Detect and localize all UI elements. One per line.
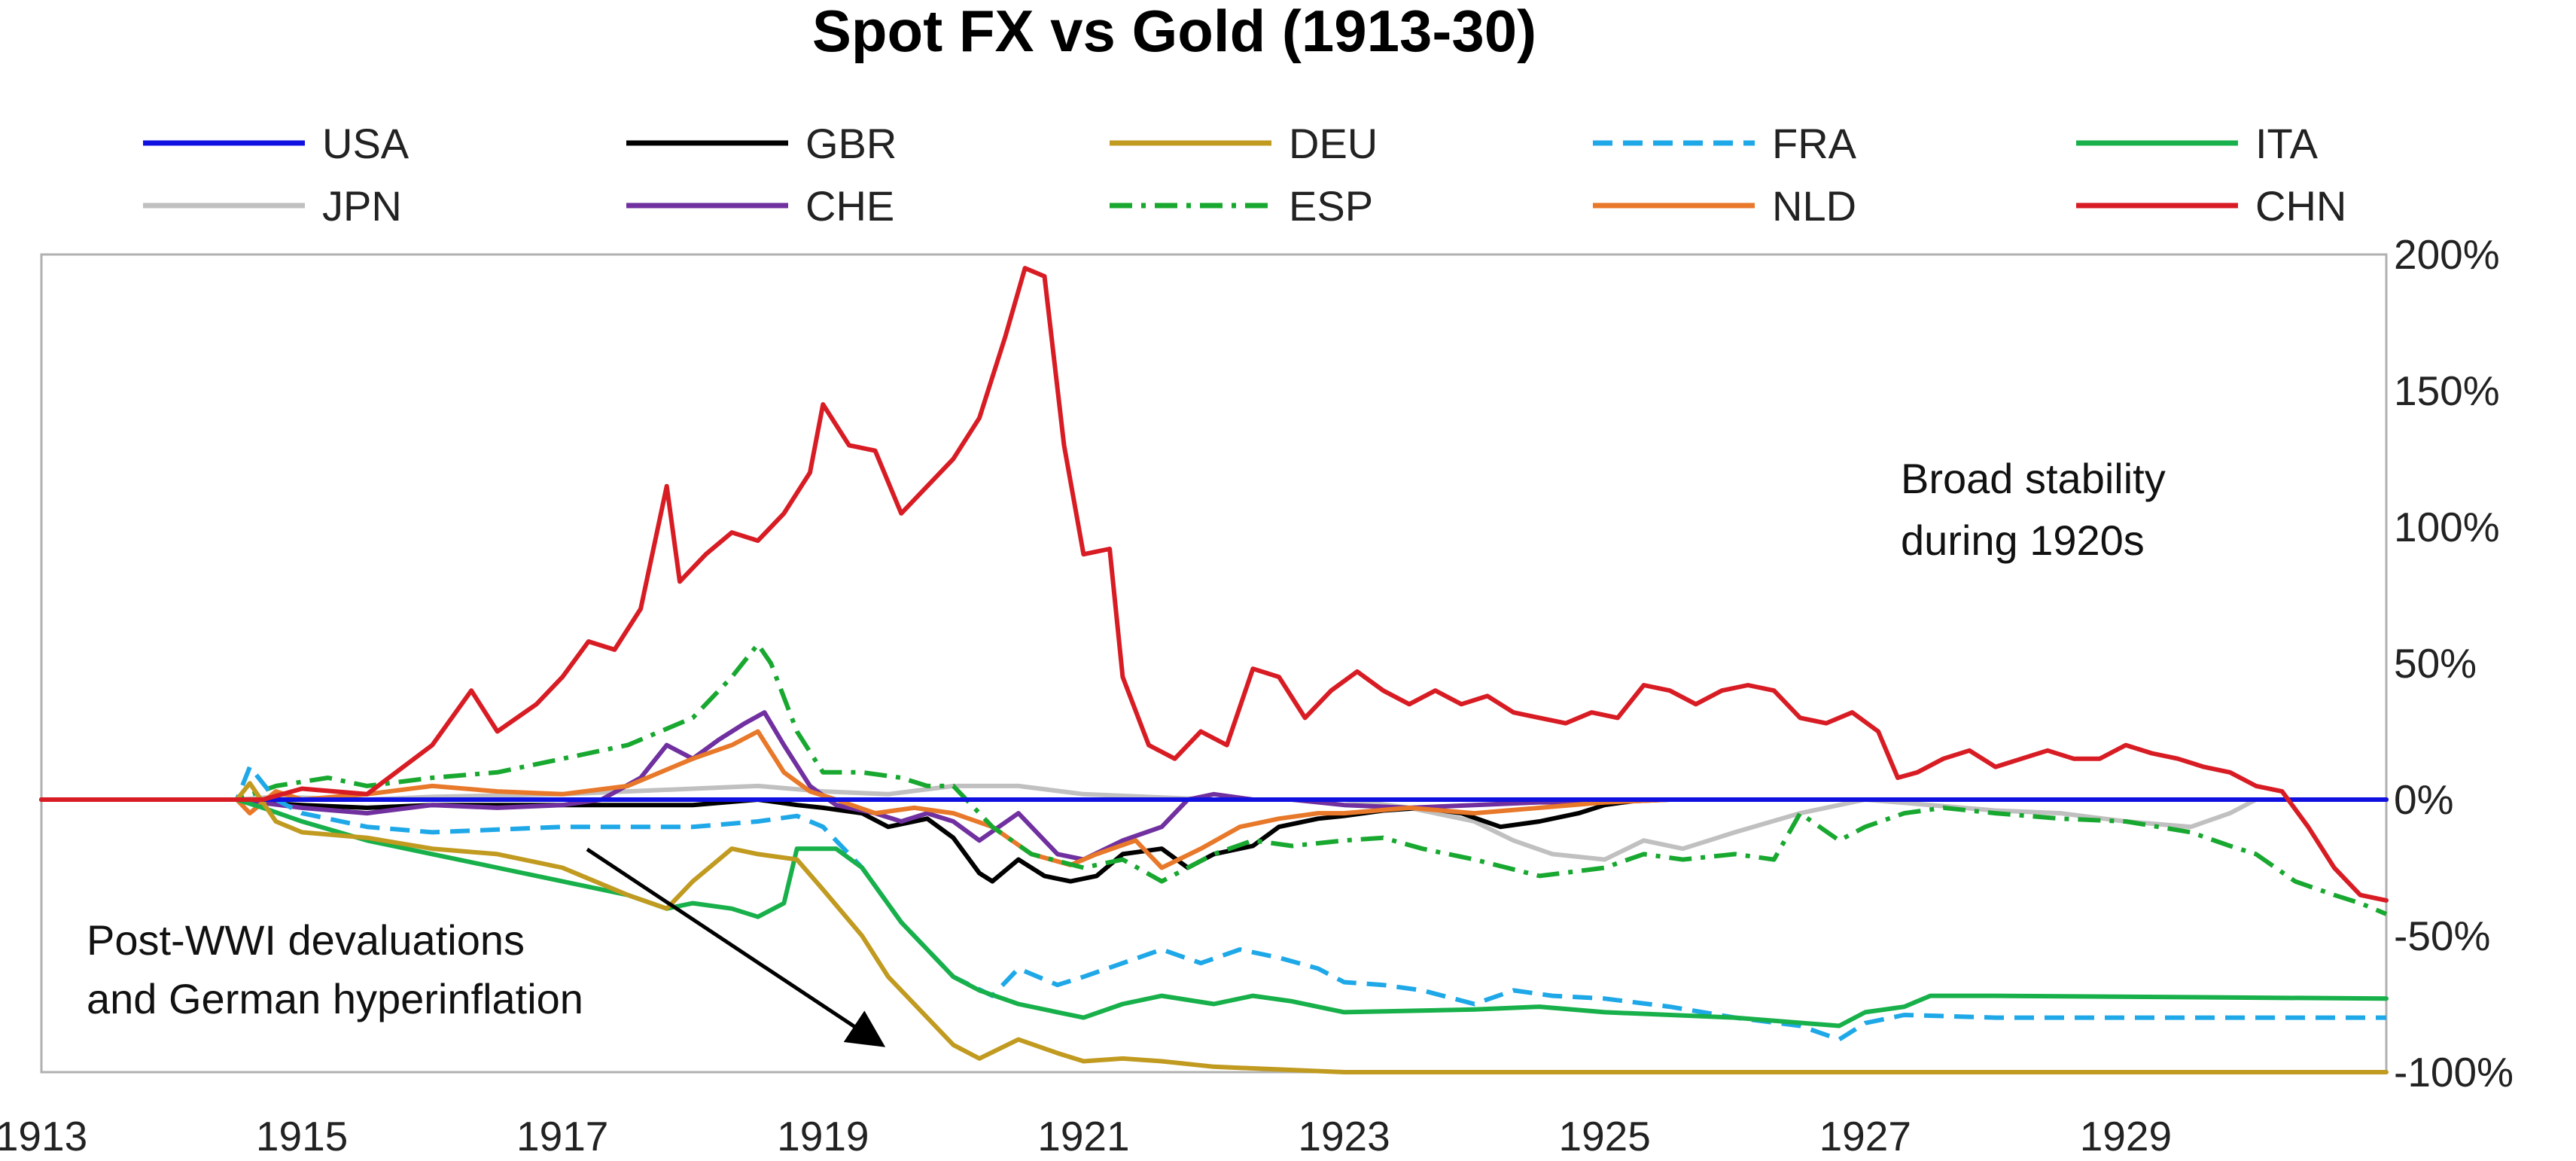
- x-tick-label: 1915: [256, 1113, 348, 1159]
- legend-label-che: CHE: [805, 182, 894, 230]
- x-tick-label: 1917: [516, 1113, 608, 1159]
- series-line-fra: [41, 764, 2386, 1042]
- annotation-line: Broad stability: [1901, 455, 2166, 502]
- y-tick-label: 200%: [2394, 231, 2500, 278]
- legend-label-nld: NLD: [1772, 182, 1856, 230]
- series-line-che: [39, 710, 2389, 862]
- annotation-arrow: [586, 847, 886, 1047]
- series-line-jpn: [39, 783, 2389, 862]
- annotation-broad-stability: Broad stability during 1920s: [1901, 455, 2177, 564]
- y-tick-label: 150%: [2394, 367, 2500, 414]
- y-tick-label: -100%: [2394, 1049, 2514, 1095]
- annotation-line: during 1920s: [1901, 517, 2145, 564]
- annotation-line: Post-WWI devaluations: [87, 916, 525, 964]
- x-tick-label: 1913: [0, 1113, 87, 1159]
- x-tick-label: 1919: [777, 1113, 869, 1159]
- x-tick-label: 1925: [1558, 1113, 1650, 1159]
- series-line-chn: [39, 266, 2389, 903]
- legend-label-fra: FRA: [1772, 120, 1857, 167]
- annotation-post-wwi: Post-WWI devaluations and German hyperin…: [87, 916, 583, 1022]
- y-axis: 200% 150% 100% 50% 0% -50% -100%: [2394, 231, 2514, 1095]
- series-line-deu: [39, 781, 2389, 1074]
- annotations: Broad stability during 1920s Post-WWI de…: [87, 455, 2177, 1047]
- series-line-nld: [39, 729, 2389, 870]
- series-line-esp: [41, 641, 2388, 916]
- x-axis: 1913 1915 1917 1919 1921 1923 1925 1927 1929: [0, 1113, 2172, 1159]
- legend: USA GBR DEU FRA ITA JPN CHE ESP NLD CHN: [143, 120, 2346, 230]
- plot-frame: [40, 253, 2388, 1074]
- legend-label-jpn: JPN: [322, 182, 402, 230]
- series-group: [39, 266, 2389, 1074]
- annotation-line: and German hyperinflation: [87, 975, 583, 1022]
- chart-title: Spot FX vs Gold (1913-30): [812, 0, 1536, 64]
- x-tick-label: 1927: [1819, 1113, 1911, 1159]
- x-tick-label: 1929: [2080, 1113, 2172, 1159]
- legend-label-deu: DEU: [1289, 120, 1378, 167]
- y-tick-label: -50%: [2394, 913, 2490, 959]
- legend-label-chn: CHN: [2255, 182, 2346, 230]
- y-tick-label: 100%: [2394, 504, 2500, 550]
- series-line-ita: [39, 797, 2389, 1028]
- x-tick-label: 1923: [1298, 1113, 1390, 1159]
- y-tick-label: 0%: [2394, 776, 2454, 823]
- legend-label-usa: USA: [322, 120, 410, 167]
- legend-label-gbr: GBR: [805, 120, 897, 167]
- y-tick-label: 50%: [2394, 640, 2477, 687]
- legend-label-ita: ITA: [2255, 120, 2319, 167]
- legend-label-esp: ESP: [1289, 182, 1373, 230]
- x-tick-label: 1921: [1037, 1113, 1129, 1159]
